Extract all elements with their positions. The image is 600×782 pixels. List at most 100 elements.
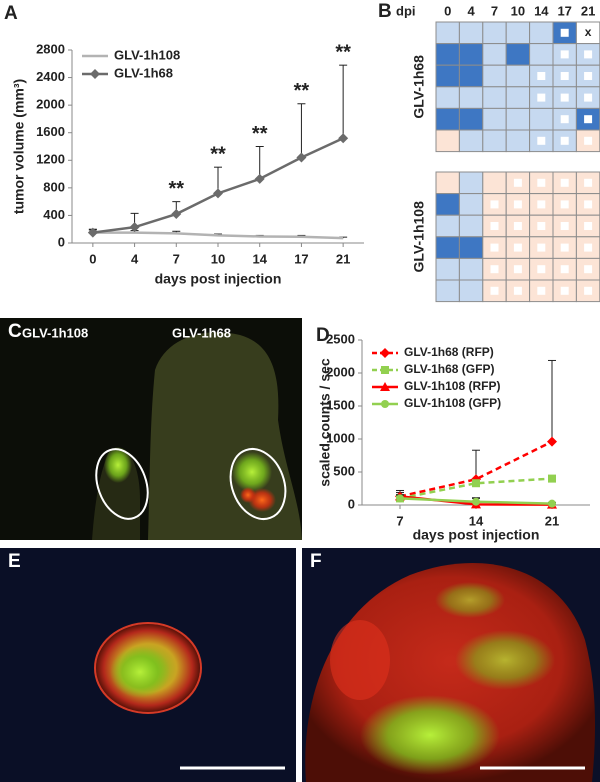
cell-marker [560, 28, 569, 37]
marker [396, 494, 404, 503]
cell-marker [537, 136, 546, 145]
marker [547, 436, 557, 447]
error-bar [339, 64, 348, 139]
cell [435, 279, 460, 303]
cell-marker [560, 115, 569, 124]
cell-marker [560, 200, 569, 209]
x-tick-label: 14 [252, 251, 267, 266]
cell-marker [584, 178, 593, 187]
column-label: 10 [511, 3, 525, 18]
cell-marker [584, 200, 593, 209]
error-bar [297, 103, 306, 158]
cell [505, 129, 531, 153]
cell [505, 21, 531, 45]
column-label: 7 [491, 3, 498, 18]
column-label: 21 [581, 3, 595, 18]
cell [529, 107, 554, 131]
y-axis-title: tumor volume (mm³) [11, 79, 27, 214]
y-tick-label: 0 [58, 234, 65, 249]
y-tick-label: 1500 [326, 397, 355, 412]
cell-marker [537, 286, 546, 295]
x-tick-label: 10 [211, 251, 225, 266]
cell-marker [584, 93, 593, 102]
cell [482, 43, 507, 66]
cell [435, 86, 460, 109]
cell [458, 193, 484, 216]
legend-label: GLV-1h68 (RFP) [404, 345, 494, 359]
cell [458, 21, 484, 45]
cell-marker [513, 243, 522, 252]
marker [548, 474, 556, 483]
cell-marker [560, 265, 569, 274]
cell-marker [560, 93, 569, 102]
x-tick-label: 4 [131, 251, 139, 266]
marker [171, 209, 182, 220]
error-bar [255, 146, 264, 179]
panel-label: D [316, 325, 330, 346]
cell [482, 171, 507, 195]
cell [435, 129, 460, 153]
marker [472, 479, 480, 488]
y-tick-label: 0 [348, 496, 355, 511]
y-tick-label: 2000 [326, 364, 355, 379]
cell [529, 21, 554, 45]
cell [505, 64, 531, 88]
x-tick-label: 7 [173, 251, 180, 266]
cell [458, 43, 484, 66]
cell [458, 171, 484, 195]
panel-label: B [378, 1, 392, 22]
table-header: dpi [396, 3, 416, 18]
group-label: GLV-1h108 [411, 201, 427, 273]
x-tick-label: 17 [294, 251, 308, 266]
cell-marker [560, 72, 569, 80]
panel-label: A [4, 3, 18, 24]
series-line [92, 231, 344, 240]
y-tick-label: 1600 [36, 124, 65, 139]
cell-marker [537, 93, 546, 102]
cell-marker [584, 72, 593, 80]
panel-label: E [8, 551, 21, 572]
marker [380, 382, 390, 391]
y-tick-label: 1200 [36, 152, 65, 167]
image-label: GLV-1h108 [22, 325, 88, 340]
cell [458, 279, 484, 303]
image-e [0, 548, 296, 782]
cell-marker [560, 222, 569, 230]
y-tick-label: 2500 [326, 331, 355, 346]
cell-marker [584, 136, 593, 145]
marker [254, 173, 265, 184]
cell-marker [584, 222, 593, 230]
cell [458, 214, 484, 238]
y-axis-title: scaled counts / sec [317, 358, 333, 487]
cell [458, 86, 484, 109]
cell [435, 171, 460, 195]
annotation: ** [210, 143, 226, 165]
marker [548, 499, 556, 508]
cell-marker [513, 178, 522, 187]
x-tick-label: 0 [89, 251, 96, 266]
image-label: GLV-1h68 [172, 325, 231, 340]
image-f [302, 548, 600, 782]
column-label: 4 [467, 3, 475, 18]
cell-marker [490, 286, 499, 295]
y-tick-label: 500 [333, 463, 355, 478]
cell [458, 107, 484, 131]
y-tick-label: 2000 [36, 97, 65, 112]
marker [338, 133, 349, 144]
cell-marker [513, 286, 522, 295]
cell-marker [537, 178, 546, 187]
annotation: ** [168, 178, 184, 200]
cell [505, 43, 531, 66]
cell-marker [560, 136, 569, 145]
cell-marker [537, 222, 546, 230]
cell-marker [584, 115, 593, 124]
cell [435, 43, 460, 66]
y-tick-label: 800 [43, 179, 65, 194]
marker [90, 69, 100, 79]
x-tick-label: 14 [469, 513, 484, 528]
image-c [0, 318, 302, 540]
legend-label: GLV-1h108 (RFP) [404, 379, 500, 393]
column-label: 17 [557, 3, 571, 18]
cell [458, 64, 484, 88]
